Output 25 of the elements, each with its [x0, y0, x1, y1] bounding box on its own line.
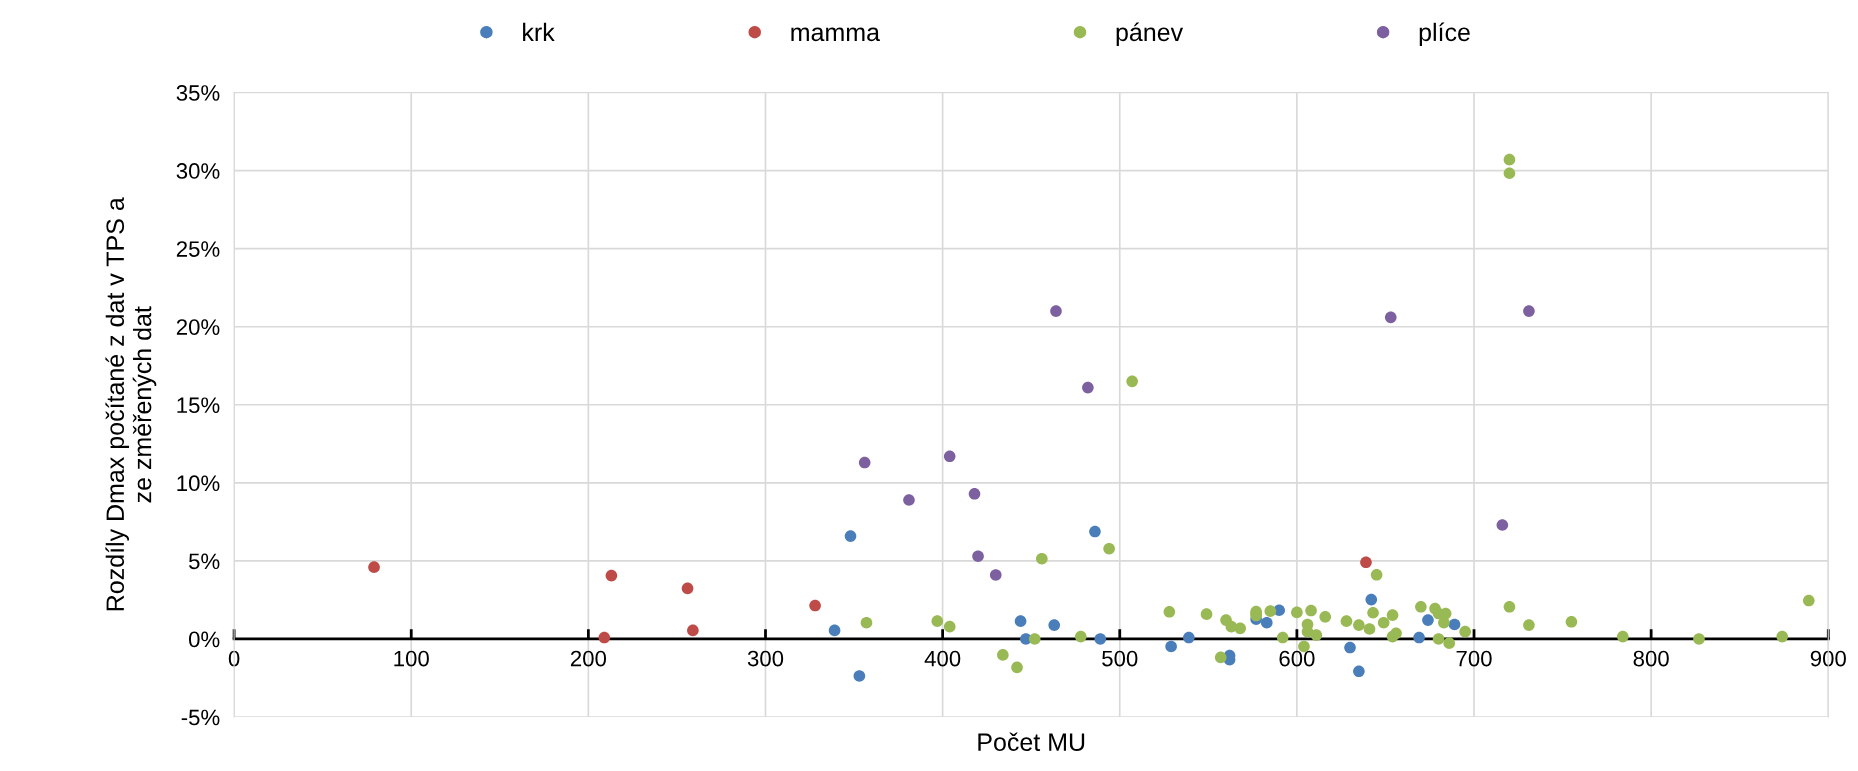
x-tick-label: 0 [228, 650, 240, 667]
x-tick-label: 300 [747, 650, 784, 667]
legend-label: plíce [1419, 22, 1470, 47]
x-tick-label: 400 [924, 650, 961, 667]
y-tick-label: 25% [176, 241, 220, 257]
x-tick-label: 900 [1810, 650, 1846, 667]
x-tick-label: 600 [1279, 650, 1315, 667]
x-tick-label: 200 [570, 650, 607, 667]
y-tick-label: 0% [188, 631, 220, 648]
x-tick-label: 500 [1102, 650, 1138, 667]
y-axis-title: Rozdíly Dmax počítané z dat v TPS a ze změřených dat [105, 197, 157, 611]
y-tick-label: 20% [176, 319, 220, 335]
y-tick-label: 35% [176, 85, 220, 101]
x-axis-title: Počet MU [978, 732, 1085, 752]
y-tick-label: 10% [177, 475, 220, 492]
legend-label: mamma [791, 27, 881, 42]
legend-label: krk [523, 22, 555, 41]
y-tick-label: 5% [188, 553, 220, 570]
y-tick-label: -5% [181, 709, 220, 726]
legend-label: pánev [1116, 22, 1184, 47]
x-tick-label: 700 [1456, 650, 1492, 667]
x-tick-label: 100 [394, 650, 429, 667]
x-tick-label: 800 [1633, 650, 1669, 667]
y-tick-label: 15% [177, 397, 220, 414]
y-tick-label: 30% [176, 163, 220, 179]
